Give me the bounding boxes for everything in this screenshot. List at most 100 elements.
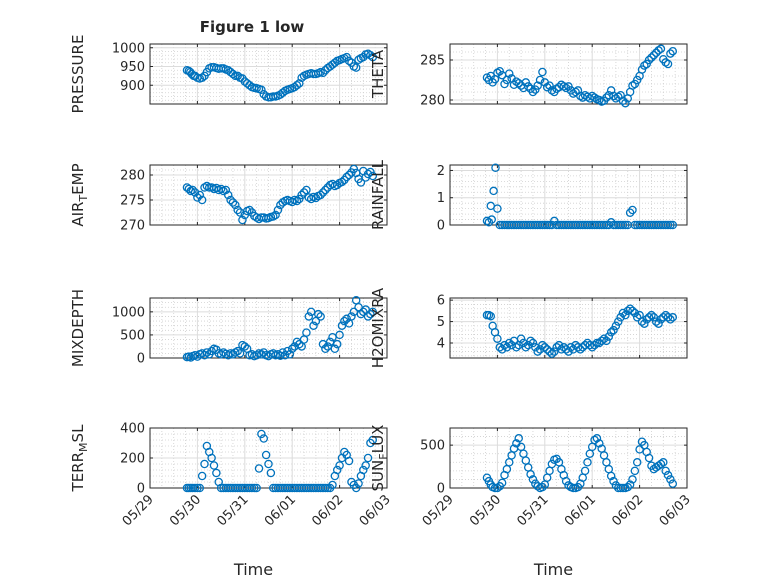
data-point [340,316,349,326]
data-point [526,336,535,346]
data-point [647,310,656,320]
x-axis-label: Time [533,560,573,579]
data-point [356,178,366,187]
data-point [228,69,238,79]
data-point [287,344,297,354]
axes-box [449,43,688,105]
data-point [245,81,254,90]
y-axis-label: PRESSURE [69,35,87,114]
data-point [587,343,597,352]
data-point [264,459,273,469]
data-point [554,340,564,350]
data-point [512,343,521,352]
data-point [273,205,283,215]
data-point [197,73,207,83]
data-point [240,342,250,351]
data-point [595,439,604,448]
data-point [497,478,507,488]
data-point [628,81,637,90]
subplot-rainfall: 0 1 2 RAINFALL [369,159,688,234]
axes-box [449,164,688,226]
data-point [666,220,675,230]
data-point [493,334,502,343]
data-point [231,71,240,81]
data-point [318,68,328,78]
data-point [363,453,373,463]
y-axis-label: AIRTEMP [69,163,90,226]
data-point [649,50,659,60]
data-point [231,200,240,210]
data-point [491,163,500,172]
y-tick-label: 0 [437,482,445,497]
y-tick-label: 285 [420,54,445,69]
data-point [668,220,678,230]
data-point [287,197,297,207]
data-point [295,339,304,349]
y-axis-label: TERRMSL [69,424,90,493]
data-point [330,344,340,354]
data-point [528,475,538,484]
data-point [342,314,351,324]
data-point [535,75,545,85]
data-point [292,81,302,90]
y-axis-label: H2OMIXRA [369,287,387,368]
data-point [576,345,585,354]
data-point [666,315,675,324]
data-point [493,483,502,493]
axes-box [449,297,688,359]
data-point [668,313,678,322]
data-point [606,471,616,481]
data-point [647,53,656,62]
data-point [309,321,318,330]
y-tick-label: 0 [137,482,145,497]
data-point [486,311,496,321]
y-tick-label: 4 [437,337,445,352]
y-tick-label: 280 [120,169,145,184]
x-axis-label: Time [233,560,273,579]
data-point [644,313,654,322]
data-point [321,185,330,195]
data-point [545,81,554,90]
data-point [228,198,238,207]
y-tick-label: 5 [437,315,445,330]
data-point [580,466,590,476]
y-tick-label: 270 [120,219,145,234]
data-point [632,458,642,467]
data-point [484,218,494,227]
data-point [216,184,226,194]
data-point [368,52,378,62]
data-point [661,466,670,476]
data-point [266,468,276,478]
data-point [304,312,314,321]
data-point [259,434,269,443]
y-tick-label: 0 [437,219,445,234]
data-point [212,468,221,478]
data-point [363,312,373,321]
data-point [531,479,540,488]
data-point [295,79,304,88]
data-point [625,480,635,489]
data-point [663,470,673,480]
data-point [292,196,302,206]
data-point [504,338,514,348]
data-point [193,483,202,493]
data-point [363,169,373,179]
data-point [297,190,306,200]
y-tick-label: 6 [437,294,445,309]
data-point [621,310,630,320]
data-point [611,481,621,490]
y-tick-label: 400 [120,422,145,437]
data-point [545,347,554,356]
data-point [561,476,571,486]
data-point [538,340,547,350]
data-point [606,86,616,95]
data-point [321,344,330,354]
data-point [330,58,340,68]
data-point [659,458,668,467]
data-point [599,334,609,343]
data-point [314,309,323,319]
data-point [654,319,663,328]
data-point [316,312,325,321]
data-point [223,350,233,360]
